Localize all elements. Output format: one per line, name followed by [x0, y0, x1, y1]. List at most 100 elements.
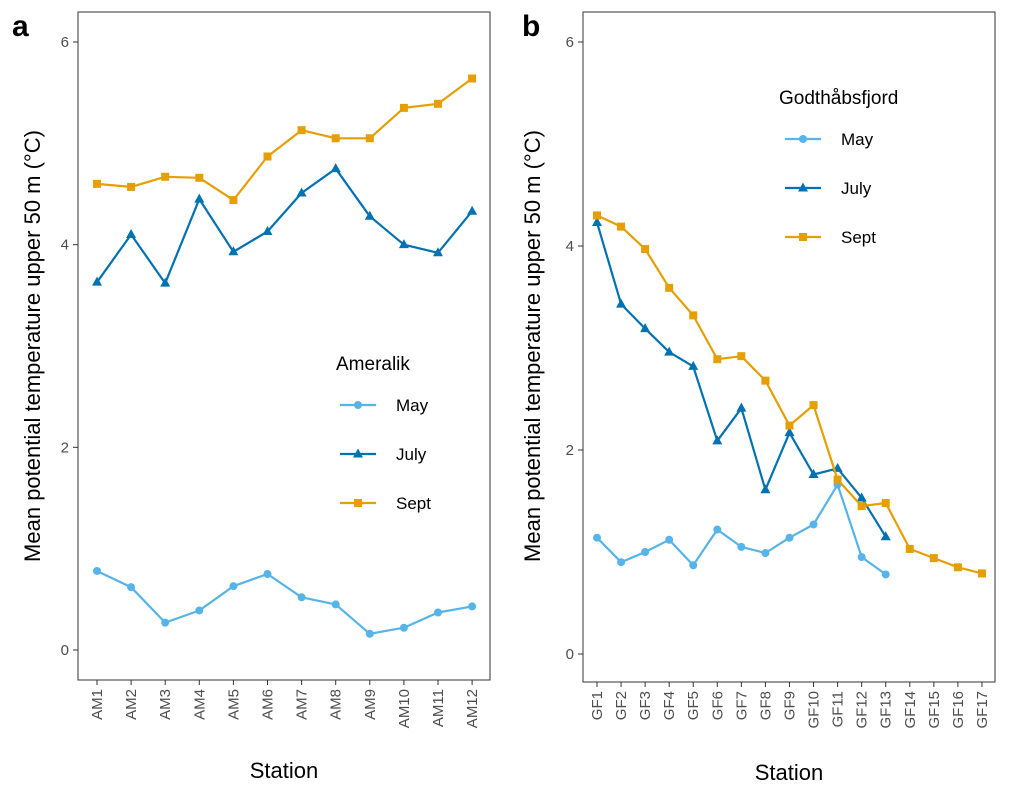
data-point-july	[262, 225, 273, 235]
x-axis-label-b: Station	[755, 760, 824, 785]
series-line-sept	[96, 77, 473, 202]
x-tick-label: GF8	[757, 691, 774, 720]
data-point-sept	[331, 134, 340, 143]
data-point-sept	[953, 563, 962, 572]
legend-label-may: May	[396, 396, 429, 415]
x-tick-label: AM4	[191, 689, 208, 720]
series-line-may	[96, 570, 473, 635]
data-point-may	[689, 561, 698, 570]
legend-marker-may	[354, 401, 362, 409]
x-tick-label: GF9	[781, 691, 798, 720]
data-point-may	[468, 602, 477, 611]
data-point-may	[737, 542, 746, 551]
x-tick-label: GF7	[733, 691, 750, 720]
x-tick-label: GF1	[589, 691, 606, 720]
data-point-july	[433, 247, 443, 257]
x-tick-label: GF5	[685, 691, 702, 720]
y-tick-label: 2	[61, 439, 69, 456]
data-point-july	[364, 210, 375, 220]
y-axis-label-b: Mean potential temperature upper 50 m (°…	[520, 130, 545, 562]
data-point-sept	[161, 172, 170, 181]
data-point-july	[228, 246, 239, 256]
panel-letter-a: a	[12, 10, 29, 43]
legend-title-b: Godthåbsfjord	[779, 88, 898, 109]
y-tick-label: 6	[566, 34, 574, 51]
data-point-sept	[665, 283, 674, 292]
legend-marker-july	[798, 182, 808, 192]
data-point-sept	[593, 211, 601, 220]
legend-label-july: July	[396, 445, 427, 464]
x-tick-label: GF15	[926, 691, 943, 729]
data-point-july	[330, 163, 341, 173]
plot-frame-b	[582, 11, 996, 683]
x-tick-label: GF10	[806, 691, 823, 729]
data-point-sept	[434, 99, 442, 108]
y-tick-label: 0	[61, 642, 69, 659]
data-point-may	[761, 549, 770, 558]
legend-label-may: May	[841, 130, 874, 149]
data-point-july	[398, 239, 409, 249]
data-point-july	[126, 229, 137, 239]
y-axis-label-a: Mean potential temperature upper 50 m (°…	[20, 130, 45, 562]
data-point-july	[92, 276, 102, 286]
data-point-sept	[857, 502, 866, 511]
data-point-sept	[641, 245, 650, 254]
data-point-may	[365, 629, 374, 638]
data-point-july	[808, 468, 819, 478]
data-point-sept	[737, 352, 746, 361]
data-point-may	[93, 566, 101, 575]
series-group-b	[592, 211, 986, 579]
data-point-may	[434, 608, 442, 617]
series-line-july	[595, 222, 887, 538]
data-point-may	[713, 525, 722, 534]
data-point-sept	[977, 569, 986, 578]
data-point-sept	[689, 311, 698, 320]
data-point-sept	[468, 74, 477, 83]
y-tick-label: 4	[61, 237, 69, 254]
legend-label-sept: Sept	[841, 228, 876, 247]
data-point-july	[688, 360, 699, 370]
data-point-may	[263, 570, 272, 578]
y-ticks-a: 0 2 4 6	[61, 34, 78, 659]
data-point-july	[760, 484, 771, 494]
x-tick-label: AM10	[396, 689, 413, 728]
data-point-july	[160, 277, 171, 287]
data-point-may	[331, 600, 340, 609]
x-ticks-a: AM1 AM2 AM3 AM4 AM5 AM6 AM7 AM8 AM9 AM10 AM11 AM12	[89, 680, 481, 728]
data-point-july	[712, 435, 723, 445]
y-tick-label: 6	[61, 34, 69, 51]
x-tick-label: AM12	[464, 689, 481, 728]
data-point-july	[592, 217, 602, 227]
data-point-sept	[229, 196, 238, 205]
x-tick-label: GF16	[950, 691, 967, 729]
data-point-may	[809, 520, 818, 529]
data-point-may	[229, 582, 238, 591]
legend-b: Godthåbsfjord May July Sept	[779, 88, 898, 247]
data-point-sept	[905, 544, 914, 553]
x-tick-label: GF4	[661, 691, 678, 720]
x-tick-label: GF2	[613, 691, 630, 720]
x-tick-label: AM2	[123, 689, 140, 720]
data-point-sept	[929, 554, 938, 563]
data-point-sept	[365, 134, 374, 143]
data-point-may	[881, 570, 890, 579]
legend-marker-sept	[354, 499, 362, 507]
legend-marker-sept	[799, 233, 807, 241]
data-point-sept	[297, 126, 306, 135]
data-point-july	[296, 187, 307, 197]
data-point-sept	[881, 499, 890, 508]
legend-label-july: July	[841, 179, 872, 198]
data-point-july	[640, 323, 651, 333]
data-point-may	[195, 606, 204, 615]
data-point-july	[784, 427, 795, 437]
panel-b: b Mean potential temperature upper 50 m …	[520, 10, 996, 785]
x-tick-label: AM11	[430, 689, 447, 727]
panel-a: a Mean potential temperature upper 50 m …	[12, 10, 491, 783]
data-point-may	[593, 533, 601, 542]
x-axis-label-a: Station	[250, 758, 319, 783]
x-tick-label: GF6	[709, 691, 726, 720]
data-point-july	[880, 531, 891, 541]
legend-label-sept: Sept	[396, 494, 431, 513]
data-point-sept	[785, 421, 794, 430]
y-tick-label: 2	[566, 442, 574, 459]
